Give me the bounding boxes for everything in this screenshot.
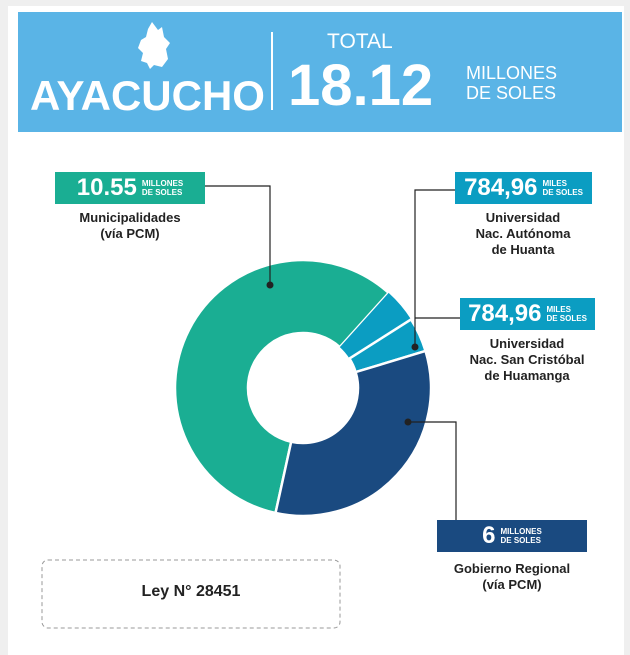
value-unit: MILLONES DE SOLES	[141, 179, 184, 197]
value-box: 784,96 MILES DE SOLES	[460, 298, 595, 330]
slice	[173, 258, 391, 515]
header	[18, 12, 622, 132]
leader-dots	[266, 281, 419, 426]
leader-dot	[404, 418, 412, 426]
total-value: 18.12	[288, 53, 434, 118]
value-box: 10.55 MILLONES DE SOLES	[55, 172, 205, 204]
category-label: Gobierno Regional (vía PCM)	[453, 561, 571, 592]
value-unit: MILES DE SOLES	[546, 305, 587, 323]
value-label: 784,96	[468, 300, 542, 327]
value-label: 784,96	[464, 174, 538, 201]
category-label: Universidad Nac. San Cristóbal de Huaman…	[469, 336, 585, 383]
value-box: 6 MILLONES DE SOLES	[437, 520, 587, 552]
map-icon	[138, 22, 170, 69]
leader-line	[205, 185, 271, 285]
donut	[173, 258, 433, 518]
value-unit: MILES DE SOLES	[542, 179, 583, 197]
leader-dot	[411, 343, 419, 351]
value-box: 784,96 MILES DE SOLES	[455, 172, 592, 204]
slice	[339, 292, 412, 359]
category-label: Universidad Nac. Autónoma de Huanta	[475, 210, 571, 257]
category-label: Municipalidades (vía PCM)	[79, 210, 181, 241]
leader-dot	[266, 281, 274, 289]
region-name: AYACUCHO	[30, 72, 265, 119]
total-label: TOTAL	[327, 30, 393, 53]
slice	[274, 349, 433, 518]
leaders	[205, 185, 460, 520]
law-box	[41, 559, 341, 629]
leader-line	[414, 189, 455, 347]
value-label: 10.55	[76, 174, 137, 201]
law-text: Ley N° 28451	[141, 583, 241, 600]
value-unit: MILLONES DE SOLES	[500, 527, 542, 545]
leader-line	[408, 421, 457, 520]
total-unit: MILLONES DE SOLES	[466, 63, 558, 103]
value-label: 6	[482, 522, 496, 549]
